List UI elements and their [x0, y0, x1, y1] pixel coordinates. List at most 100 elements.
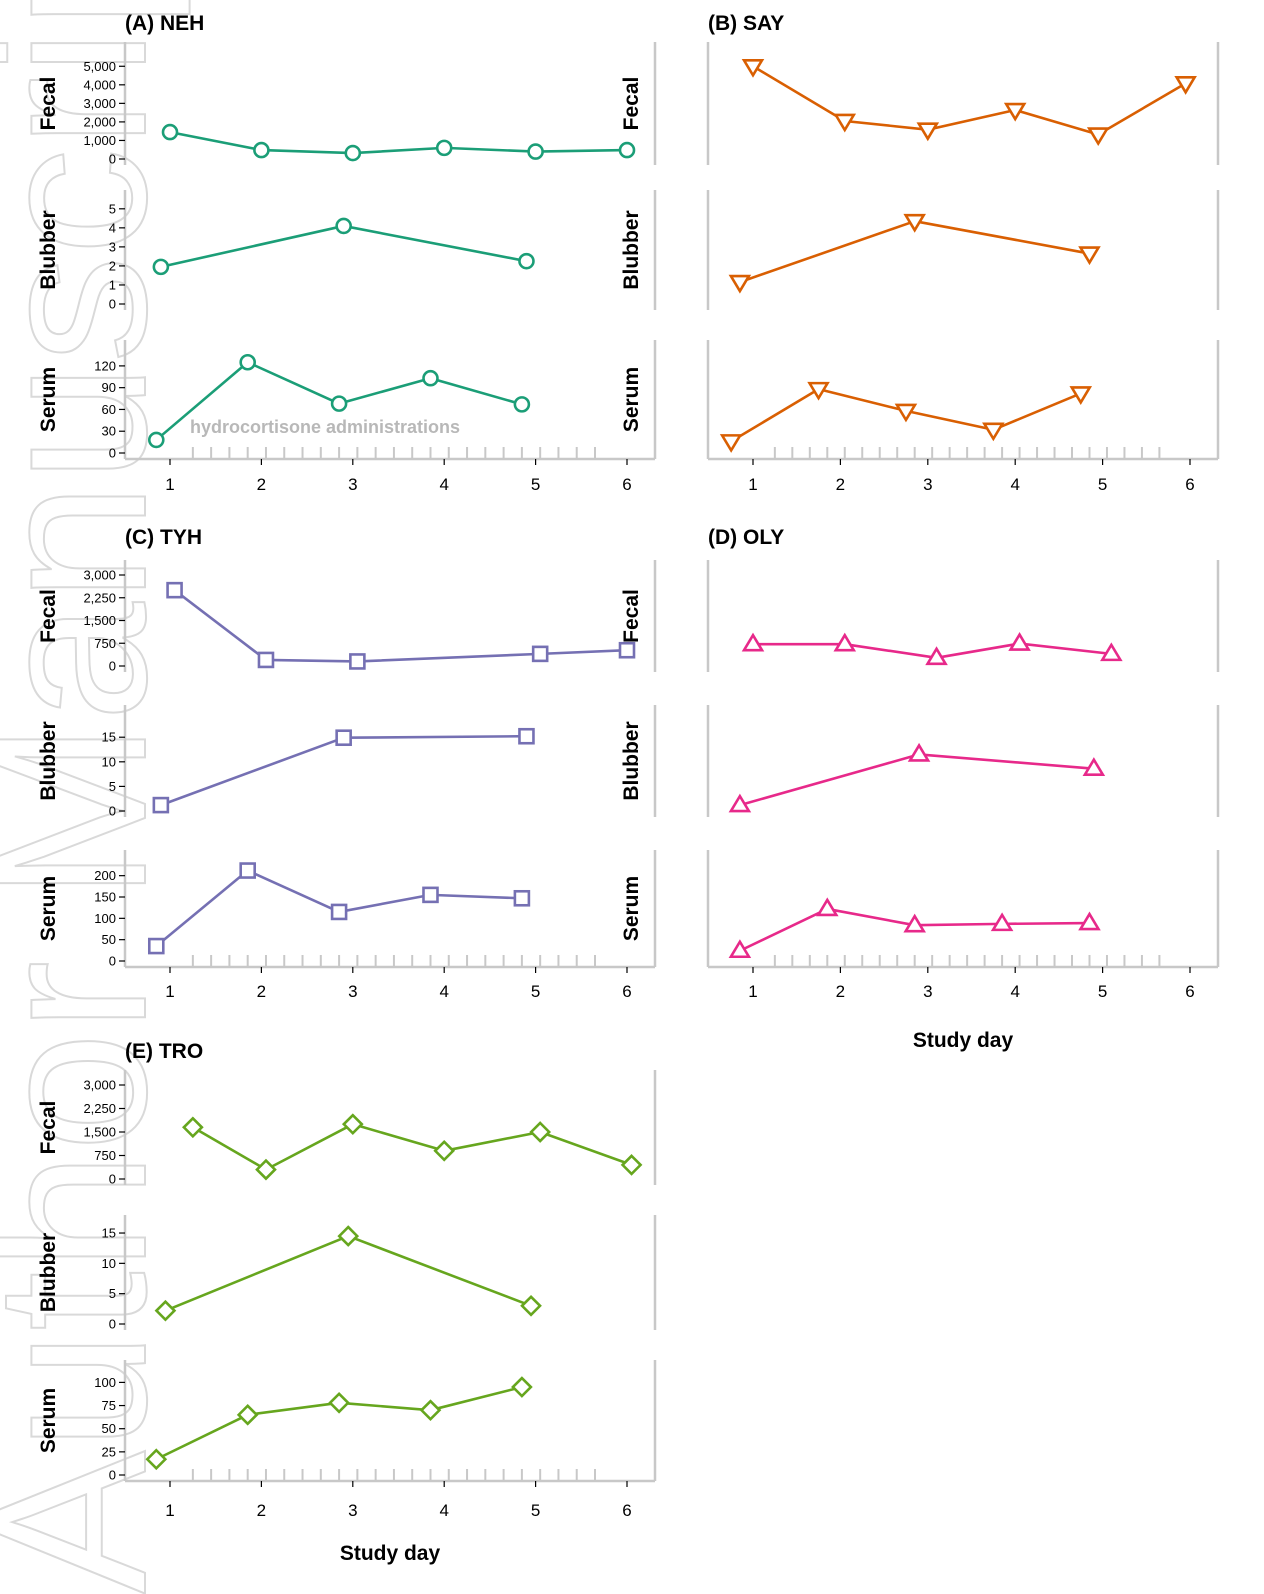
data-point: [728, 939, 752, 959]
y-tick-label: 0: [109, 954, 116, 969]
y-tick-label: 0: [109, 659, 116, 674]
panel-bsay: (B) SAY Fecal Blubber Serum 1 2 3 4 5 6: [620, 12, 1220, 494]
data-point: [807, 381, 830, 401]
row-label: Serum: [620, 367, 643, 432]
y-tick-label: 3,000: [83, 568, 116, 583]
y-tick-label: 3,000: [83, 96, 116, 111]
x-tick-label: 3: [348, 982, 357, 1001]
data-point: [330, 903, 348, 921]
data-point: [520, 1294, 542, 1317]
panel-ctyh: (C) TYH07501,5002,2503,000Fecal051015Blu…: [37, 526, 657, 1001]
panel-title: (B) SAY: [708, 12, 784, 35]
row-label: Fecal: [620, 589, 643, 643]
data-point: [529, 1121, 552, 1143]
data-point: [341, 1113, 364, 1136]
data-point: [894, 403, 918, 423]
x-tick-label: 4: [439, 475, 448, 494]
y-tick-label: 2,250: [83, 590, 116, 605]
data-point: [741, 58, 765, 78]
data-point: [907, 742, 931, 762]
data-point: [435, 139, 453, 157]
y-tick-label: 4,000: [83, 77, 116, 92]
row-label: Serum: [37, 367, 60, 432]
y-tick-label: 2,250: [83, 1101, 116, 1116]
data-point: [1008, 632, 1031, 651]
x-tick-label: 6: [1185, 475, 1194, 494]
data-point: [337, 1225, 360, 1247]
data-point: [833, 632, 857, 652]
row-serum: Serum: [620, 340, 1220, 459]
y-tick-label: 0: [109, 804, 116, 819]
x-tick-label: 2: [836, 475, 845, 494]
x-tick-label: 3: [923, 475, 932, 494]
row-serum: 0 30 60 90 120 Serum: [37, 340, 657, 461]
x-tick-label: 2: [257, 1501, 266, 1520]
y-tick-label: 90: [102, 380, 116, 395]
data-point: [255, 1158, 277, 1181]
x-tick-label: 5: [1098, 475, 1107, 494]
data-point: [335, 217, 352, 235]
data-point: [147, 937, 165, 955]
row-fecal: 0 750 1,500 2,250 3,000 Fecal: [37, 560, 657, 674]
y-tick-label: 150: [94, 890, 116, 905]
data-point: [344, 144, 362, 162]
data-point: [152, 796, 170, 814]
x-tick-label: 3: [348, 1501, 357, 1520]
data-point: [527, 143, 544, 160]
y-tick-label: 10: [102, 1256, 116, 1271]
data-point: [145, 1448, 168, 1471]
x-tick-label: 4: [1010, 982, 1019, 1001]
y-tick-label: 0: [109, 152, 116, 167]
data-point: [147, 431, 165, 449]
data-point: [618, 641, 636, 659]
x-tick-label: 5: [531, 475, 540, 494]
y-tick-label: 75: [102, 1398, 116, 1413]
row-fecal: 0 750 1,500 2,250 3,000 Fecal: [37, 1070, 657, 1187]
data-point: [236, 1403, 259, 1426]
y-tick-label: 1,000: [83, 133, 116, 148]
x-tick-label: 1: [165, 1501, 174, 1520]
data-point: [433, 1139, 456, 1162]
data-point: [330, 395, 348, 412]
data-point: [925, 646, 948, 666]
panel-title: (D) OLY: [708, 526, 784, 549]
y-tick-label: 0: [109, 446, 116, 461]
data-point: [161, 123, 179, 141]
x-tick-label: 5: [531, 982, 540, 1001]
data-point: [182, 1116, 204, 1139]
row-serum: Serum: [620, 850, 1220, 967]
data-point: [152, 258, 170, 276]
data-point: [518, 252, 535, 270]
series-line: [739, 753, 1094, 807]
x-tick-label: 4: [1010, 475, 1019, 494]
y-tick-label: 1,500: [83, 613, 116, 628]
data-point: [728, 793, 752, 813]
row-label: Blubber: [620, 210, 643, 289]
row-fecal: Fecal: [620, 42, 1220, 165]
row-fecal: 0 1,000 2,000 3,000 4,000 5,000 Fecal: [37, 42, 657, 167]
data-point: [419, 1399, 442, 1422]
y-tick-label: 1,500: [83, 1125, 116, 1140]
data-point: [422, 369, 439, 387]
y-tick-label: 30: [102, 424, 116, 439]
data-point: [1078, 911, 1101, 931]
row-fecal: Fecal: [620, 560, 1220, 672]
y-tick-label: 60: [102, 402, 116, 417]
y-tick-label: 5: [109, 779, 116, 794]
data-point: [1082, 757, 1106, 776]
x-tick-label: 6: [622, 1501, 631, 1520]
data-point: [422, 886, 439, 904]
x-axis-label: Study day: [913, 1029, 1014, 1052]
data-point: [982, 422, 1005, 442]
row-label: Blubber: [620, 721, 643, 800]
x-tick-label: 5: [531, 1501, 540, 1520]
x-tick-label: 1: [165, 982, 174, 1001]
panel-title: (A) NEH: [125, 12, 204, 35]
row-label: Serum: [37, 876, 60, 941]
y-tick-label: 10: [102, 754, 116, 769]
data-point: [1069, 386, 1093, 406]
row-blubber: Blubber: [620, 190, 1220, 310]
row-label: Fecal: [37, 77, 60, 131]
y-tick-label: 5,000: [83, 59, 116, 74]
